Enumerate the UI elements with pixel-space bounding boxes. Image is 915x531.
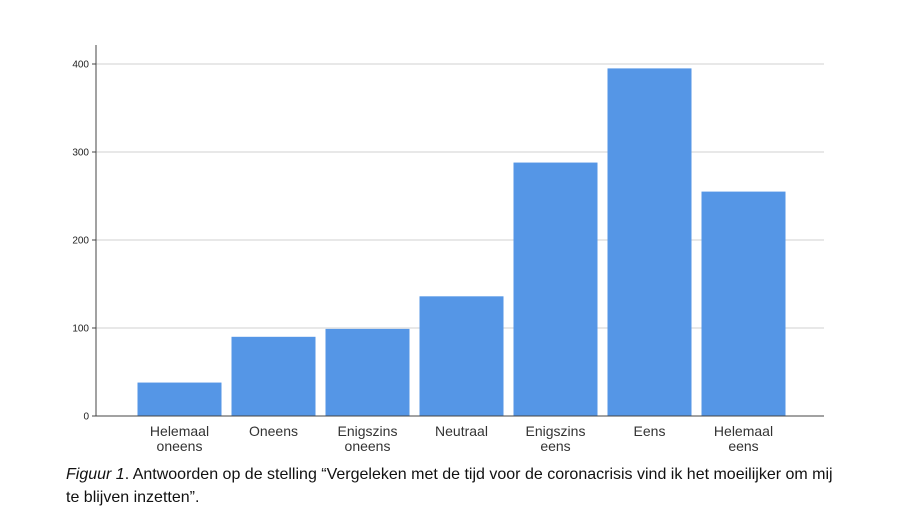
x-category-label: Helemaal eens — [714, 423, 773, 454]
bar — [607, 68, 692, 417]
figure-caption-text: . Antwoorden op de stelling “Vergeleken … — [66, 466, 833, 506]
bar — [513, 162, 598, 416]
axes — [95, 45, 824, 417]
x-category-label: Enigszins eens — [526, 423, 586, 454]
x-category-label-line: Eens — [634, 423, 666, 439]
y-tick-label: 0 — [83, 412, 89, 423]
bar — [231, 336, 316, 416]
x-category-label-line: oneens — [345, 438, 391, 454]
x-category-label-line: oneens — [157, 438, 203, 454]
x-category-label-line: eens — [728, 438, 758, 454]
bar — [701, 191, 786, 416]
bar — [137, 382, 222, 416]
x-category-label: Oneens — [249, 423, 298, 439]
x-category-label-line: Oneens — [249, 423, 298, 439]
x-category-label-line: Enigszins — [338, 423, 398, 439]
x-category-label-line: Enigszins — [526, 423, 586, 439]
y-tick-labels: 0 100 200 300 400 — [72, 60, 96, 423]
figure-caption: Figuur 1. Antwoorden op de stelling “Ver… — [66, 463, 846, 509]
x-category-label: Neutraal — [435, 423, 488, 439]
figure-label: Figuur 1 — [66, 466, 125, 483]
x-category-label-line: Helemaal — [714, 423, 773, 439]
y-tick-label: 100 — [72, 324, 89, 335]
bar — [419, 296, 504, 416]
x-category-label: Enigszins oneens — [338, 423, 398, 454]
y-tick-label: 400 — [72, 60, 89, 71]
x-category-label: Helemaal oneens — [150, 423, 209, 454]
bar — [325, 328, 410, 416]
x-category-label-line: eens — [540, 438, 570, 454]
x-category-label-line: Helemaal — [150, 423, 209, 439]
y-tick-label: 200 — [72, 236, 89, 247]
x-category-label-line: Neutraal — [435, 423, 488, 439]
x-category-label: Eens — [634, 423, 666, 439]
y-tick-label: 300 — [72, 148, 89, 159]
bars — [137, 68, 786, 417]
